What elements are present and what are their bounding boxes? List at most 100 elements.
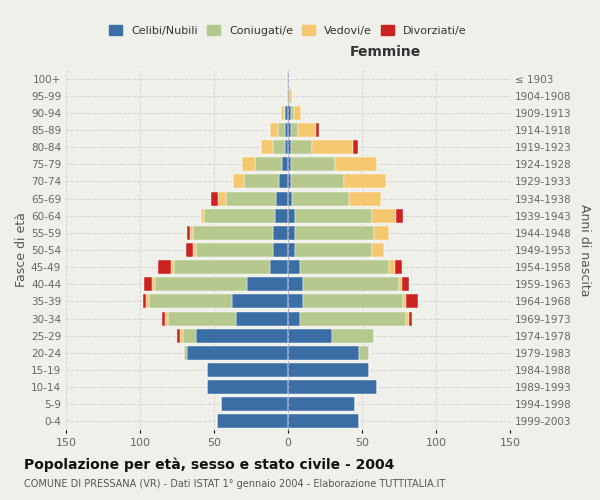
Bar — [146, 294, 149, 308]
Bar — [406, 312, 409, 326]
Bar — [145, 278, 152, 291]
Bar — [285, 123, 288, 137]
Bar — [292, 192, 349, 205]
Bar — [262, 140, 273, 154]
Bar — [402, 278, 409, 291]
Bar — [158, 260, 171, 274]
Bar — [279, 174, 288, 188]
Text: COMUNE DI PRESSANA (VR) - Dati ISTAT 1° gennaio 2004 - Elaborazione TUTTITALIA.I: COMUNE DI PRESSANA (VR) - Dati ISTAT 1° … — [24, 479, 445, 489]
Bar — [395, 260, 402, 274]
Bar — [236, 312, 288, 326]
Bar — [294, 106, 301, 120]
Bar — [242, 158, 256, 172]
Bar — [143, 294, 146, 308]
Bar — [406, 294, 418, 308]
Bar — [288, 208, 295, 222]
Bar — [278, 123, 285, 137]
Bar — [206, 380, 288, 394]
Bar — [288, 312, 300, 326]
Bar — [374, 226, 389, 240]
Y-axis label: Fasce di età: Fasce di età — [15, 212, 28, 288]
Bar — [270, 260, 288, 274]
Bar — [273, 140, 285, 154]
Bar — [196, 328, 288, 342]
Bar — [303, 294, 403, 308]
Bar — [174, 260, 270, 274]
Bar — [211, 192, 218, 205]
Bar — [196, 243, 273, 257]
Bar — [184, 346, 187, 360]
Bar — [183, 328, 196, 342]
Bar — [155, 278, 247, 291]
Bar — [389, 260, 395, 274]
Bar — [288, 398, 355, 411]
Bar — [275, 208, 288, 222]
Bar — [288, 380, 377, 394]
Bar — [180, 328, 183, 342]
Bar — [233, 174, 244, 188]
Bar — [149, 294, 232, 308]
Bar — [168, 312, 236, 326]
Bar — [200, 208, 203, 222]
Bar — [288, 328, 332, 342]
Bar — [284, 106, 285, 120]
Bar — [256, 158, 282, 172]
Bar — [353, 140, 358, 154]
Bar — [298, 123, 316, 137]
Bar — [281, 106, 284, 120]
Bar — [300, 312, 406, 326]
Bar — [287, 88, 288, 102]
Bar — [193, 226, 273, 240]
Bar — [177, 328, 180, 342]
Bar — [287, 72, 288, 86]
Bar — [187, 226, 190, 240]
Bar — [288, 363, 370, 377]
Legend: Celibi/Nubili, Coniugati/e, Vedovi/e, Divorziati/e: Celibi/Nubili, Coniugati/e, Vedovi/e, Di… — [106, 22, 470, 39]
Bar — [203, 208, 275, 222]
Bar — [399, 278, 402, 291]
Bar — [303, 278, 399, 291]
Bar — [288, 106, 291, 120]
Bar — [152, 278, 155, 291]
Bar — [273, 243, 288, 257]
Bar — [295, 208, 373, 222]
Bar — [291, 123, 298, 137]
Bar — [288, 260, 300, 274]
Bar — [187, 346, 288, 360]
Bar — [288, 158, 291, 172]
Bar — [295, 226, 374, 240]
Bar — [288, 243, 295, 257]
Bar — [226, 192, 276, 205]
Bar — [244, 174, 279, 188]
Bar — [288, 123, 291, 137]
Bar — [288, 278, 303, 291]
Bar — [221, 398, 288, 411]
Bar — [373, 208, 396, 222]
Bar — [288, 72, 289, 86]
Bar — [171, 260, 174, 274]
Bar — [409, 312, 412, 326]
Bar — [291, 174, 344, 188]
Bar — [288, 140, 291, 154]
Bar — [276, 192, 288, 205]
Bar — [288, 192, 292, 205]
Bar — [300, 260, 389, 274]
Bar — [332, 328, 374, 342]
Bar — [288, 226, 295, 240]
Bar — [295, 243, 373, 257]
Bar — [291, 158, 335, 172]
Bar — [288, 414, 359, 428]
Bar — [206, 363, 288, 377]
Bar — [288, 346, 359, 360]
Bar — [288, 174, 291, 188]
Bar — [162, 312, 165, 326]
Bar — [193, 243, 196, 257]
Bar — [396, 208, 403, 222]
Bar — [316, 123, 319, 137]
Bar — [190, 226, 193, 240]
Bar — [285, 106, 288, 120]
Bar — [288, 88, 289, 102]
Text: Popolazione per età, sesso e stato civile - 2004: Popolazione per età, sesso e stato civil… — [24, 458, 394, 472]
Bar — [288, 294, 303, 308]
Bar — [359, 346, 370, 360]
